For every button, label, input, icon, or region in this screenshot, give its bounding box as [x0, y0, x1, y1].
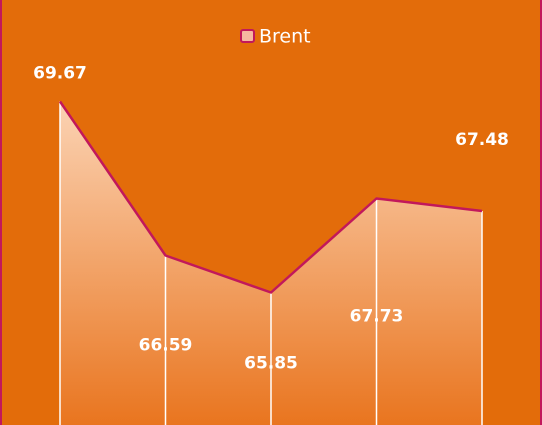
value-label: 66.59 [139, 336, 193, 356]
value-label: 67.73 [350, 307, 404, 327]
legend-swatch [240, 29, 255, 43]
value-label: 69.67 [33, 64, 87, 84]
legend-label: Brent [259, 26, 311, 48]
value-label: 65.85 [244, 354, 298, 374]
value-label: 67.48 [455, 130, 509, 150]
line [58, 100, 483, 294]
